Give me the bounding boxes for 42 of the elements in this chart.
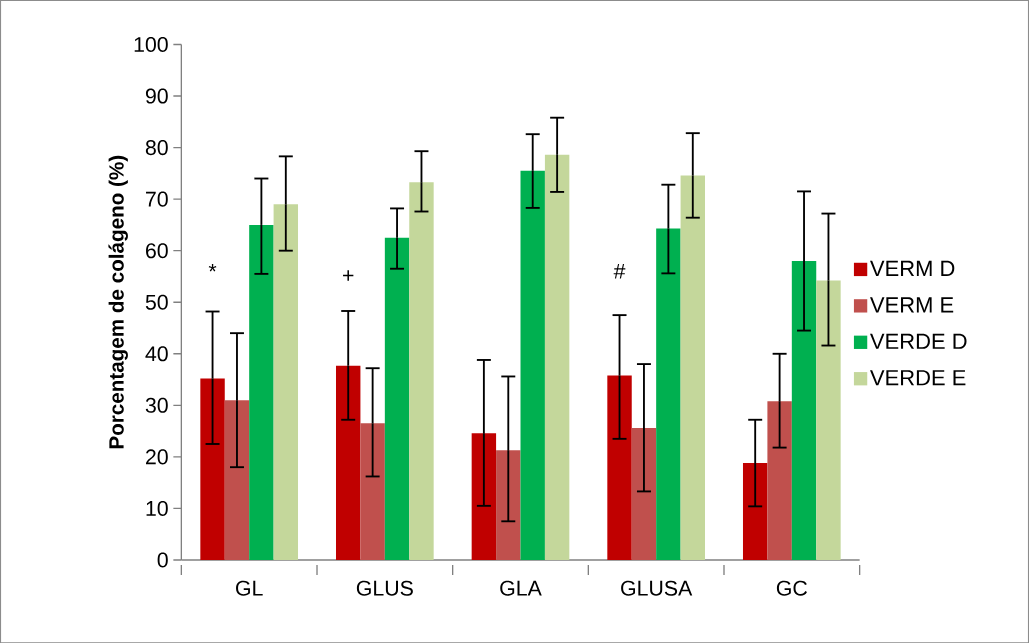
y-tick-label: 30: [145, 397, 168, 413]
y-tick-label: 40: [145, 346, 168, 362]
x-tick-label: GC: [776, 580, 807, 596]
y-tick-label: 80: [145, 139, 168, 155]
x-tick-label: GLA: [500, 580, 542, 596]
legend-label: VERDE E: [870, 369, 966, 386]
y-tick-label: 90: [145, 88, 168, 104]
bar: [680, 175, 705, 560]
legend-label: VERM E: [870, 297, 954, 313]
y-tick-label: 70: [146, 191, 168, 207]
bar: [360, 423, 385, 560]
bar: [273, 204, 299, 560]
legend-label: VERM D: [870, 260, 955, 276]
y-tick-label: 20: [146, 449, 168, 465]
bar: [224, 399, 250, 560]
annotation: +: [343, 270, 354, 281]
y-tick-label: 10: [146, 500, 168, 516]
bar: [249, 224, 274, 560]
bar: [520, 170, 545, 560]
y-tick-label: 50: [145, 294, 168, 310]
y-tick-label: 60: [146, 242, 168, 259]
bar: [200, 378, 225, 560]
y-axis-title: Porcentagem de colágeno (%): [108, 155, 128, 449]
bar: [607, 375, 632, 560]
bar: [544, 154, 570, 560]
legend-label: VERDE D: [870, 333, 967, 349]
bar: [336, 365, 361, 560]
bar: [631, 427, 657, 560]
annotation: *: [208, 263, 217, 272]
y-tick-label: 0: [157, 552, 168, 568]
x-tick-label: GLUS: [356, 580, 413, 596]
bar: [384, 237, 410, 560]
y-tick-label: 100: [134, 36, 168, 52]
bar: [816, 280, 841, 560]
bar: [742, 462, 768, 560]
bar: [656, 228, 681, 560]
x-tick-label: GL: [236, 580, 263, 596]
x-tick-label: GLUSA: [621, 580, 693, 596]
bar: [767, 401, 792, 560]
annotation: #: [613, 263, 626, 279]
bar: [791, 260, 817, 560]
bar: [409, 181, 434, 560]
